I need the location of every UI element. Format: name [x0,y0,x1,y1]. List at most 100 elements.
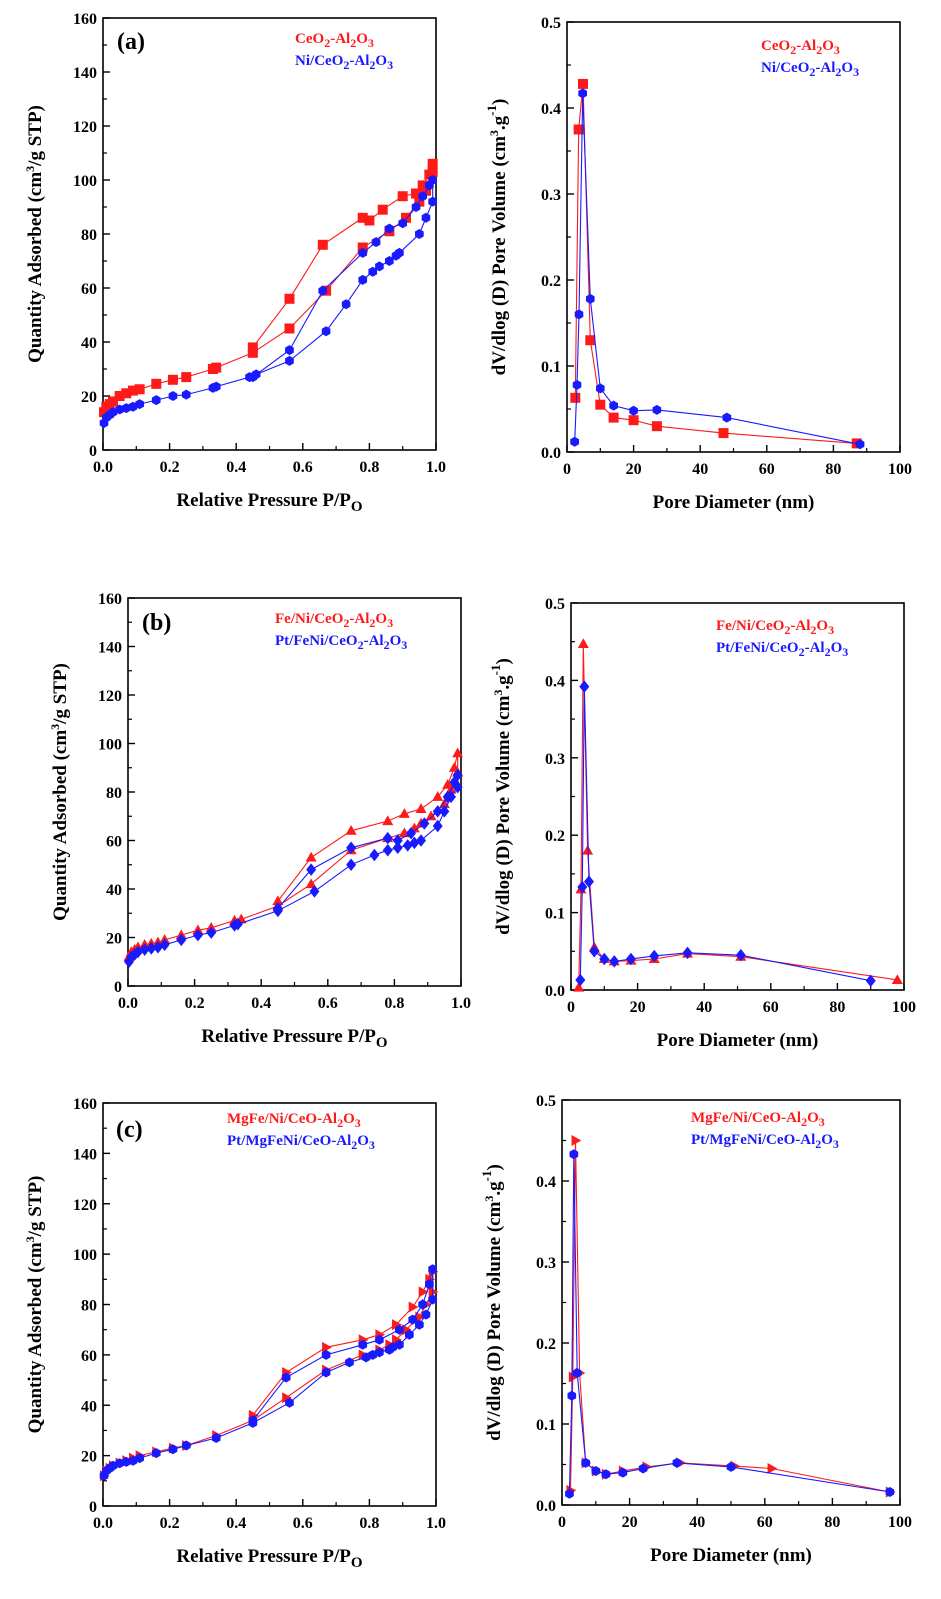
x-tick-label: 0.0 [93,459,113,476]
data-point [341,299,351,310]
data-point [181,372,192,383]
data-point [321,1349,331,1360]
data-point [405,1329,414,1340]
data-point [609,400,618,411]
data-point [609,955,620,968]
y-tick-label: 0 [89,443,97,460]
y-tick-label: 0.4 [541,101,561,118]
data-point [428,1286,439,1298]
legend-entry-2: Pt/MgFeNi/CeO-Al2O3 [691,1132,839,1151]
x-tick-label: 0.2 [160,1515,180,1532]
y-tick-label: 40 [106,882,122,899]
y-tick-label: 40 [81,335,97,352]
y-tick-label: 120 [73,1197,97,1214]
x-tick-label: 0.4 [226,459,246,476]
data-point [206,926,217,939]
data-point [382,831,393,845]
data-point [618,1467,628,1478]
y-tick-label: 0.3 [536,1255,556,1272]
data-point [377,204,388,215]
data-point [577,638,589,649]
data-point [449,776,460,789]
data-point [322,1341,332,1353]
y-axis-label: Quantity Adsorbed (cm3/g STP) [23,105,46,363]
y-tick-label: 120 [98,688,122,705]
x-tick-label: 60 [759,461,775,478]
x-tick-label: 0 [563,461,571,478]
x-axis-label: Relative Pressure P/PO [176,1546,362,1571]
data-point [108,407,118,418]
data-point [583,875,594,888]
data-point [568,1371,579,1383]
chart-panel-5: 0.0 0.2 0.4 0.6 0.8 1.0 0 20 40 60 80 100 120 140 160 R… [23,1096,446,1571]
data-point [586,293,595,304]
data-point [392,841,403,855]
data-point [135,399,144,410]
y-tick-label: 0.1 [536,1417,556,1434]
y-tick-label: 160 [73,11,97,28]
data-point [134,384,145,395]
y-tick-label: 0.4 [536,1174,556,1191]
series-line-2 [574,93,861,445]
series-line-1 [128,753,459,958]
x-tick-label: 0.8 [384,995,404,1012]
data-point [427,158,438,169]
x-tick-label: 100 [888,461,912,478]
x-axis-label: Pore Diameter (nm) [657,1030,819,1051]
data-point [425,180,434,191]
data-point [345,1357,354,1368]
x-tick-label: 0.6 [318,995,338,1012]
data-point [651,421,662,432]
data-point [392,834,403,847]
y-tick-label: 0.1 [541,359,561,376]
data-point [369,848,380,862]
data-point [192,928,203,942]
x-axis-label: Pore Diameter (nm) [650,1545,812,1566]
data-point [581,1457,590,1468]
series-line-1 [574,83,857,444]
panel-label: (c) [116,1117,143,1143]
data-point [346,858,357,871]
series-line-1 [103,1271,434,1477]
y-tick-label: 20 [106,931,122,948]
data-point [408,1301,419,1313]
data-point [601,1469,611,1480]
data-point [415,229,424,239]
legend-entry-1: MgFe/Ni/CeO-Al2O3 [691,1110,825,1129]
data-point [428,1264,437,1275]
data-point [248,1415,258,1426]
data-point [159,938,170,952]
data-point [146,942,157,955]
legend-entry-2: Pt/FeNi/CeO2-Al2O3 [275,633,407,652]
plot-frame [570,602,905,991]
data-point [139,943,150,956]
data-point [652,404,662,415]
data-point [382,843,393,857]
data-point [442,778,454,789]
data-point [411,202,421,212]
y-tick-label: 60 [106,834,122,851]
data-point [398,218,407,229]
data-point [285,345,294,356]
legend-entry-2: Ni/CeO2-Al2O3 [761,60,859,79]
data-point [375,1334,384,1345]
y-tick-label: 0.5 [536,1093,556,1110]
data-point [151,1448,161,1459]
data-point [211,381,221,392]
data-point [591,1466,601,1476]
data-point [638,1463,648,1474]
data-point [168,391,178,401]
data-point [585,335,596,346]
x-tick-label: 80 [825,461,841,478]
data-point [442,790,453,804]
x-tick-label: 1.0 [426,459,446,476]
data-point [321,1367,331,1378]
y-tick-label: 140 [73,1146,97,1163]
data-point [432,805,443,818]
legend-entry-1: CeO2-Al2O3 [761,38,840,57]
data-point [151,378,162,389]
data-point [321,326,331,337]
y-tick-label: 0.0 [545,983,565,1000]
y-tick-label: 0.2 [541,273,561,290]
legend-entry-2: Ni/CeO2-Al2O3 [295,53,393,72]
